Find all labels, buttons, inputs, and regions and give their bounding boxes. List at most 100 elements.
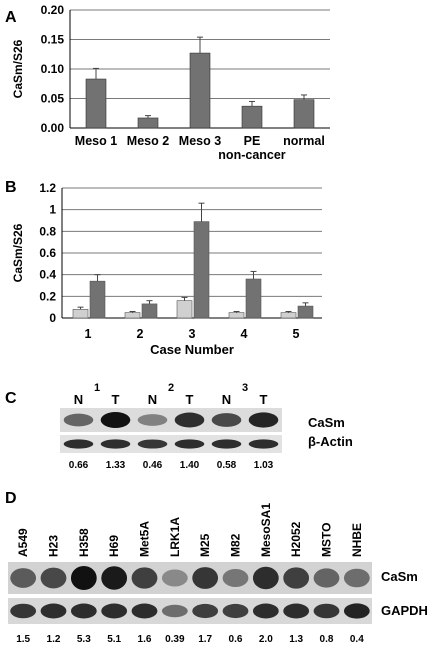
- y-tick-label: 0: [49, 311, 56, 325]
- cell-line-label: NHBE: [350, 523, 364, 557]
- y-axis-label: CaSm/S26: [11, 39, 25, 98]
- x-tick-label: 1: [85, 327, 92, 341]
- panel-label-c: C: [5, 390, 17, 407]
- bar: [189, 52, 211, 129]
- category-label: Meso 1: [75, 134, 117, 148]
- panel-label-d: D: [5, 490, 17, 507]
- lane-label: N: [148, 392, 157, 407]
- ratio-label: 1.5: [16, 634, 30, 645]
- actin-band: [211, 439, 242, 449]
- case-number: 1: [94, 382, 100, 394]
- casm-band: [161, 569, 188, 587]
- casm-band: [137, 414, 168, 426]
- bar: [193, 221, 210, 319]
- casm-band: [63, 413, 94, 427]
- category-label: non-cancer: [218, 148, 286, 162]
- x-tick-label: 4: [241, 327, 248, 341]
- western-blot-d: A549 1.5 H23 1.2 H358 5.3 H69 5.1 Met5A 1.6 LRK1A 0…: [8, 503, 428, 645]
- gapdh-band: [10, 603, 37, 619]
- western-blot-c: N 0.66 T 1.33 N 0.46 T 1.40 N 0.58 T 1.03 1 2 3 CaSm β-A…: [60, 382, 353, 471]
- bar: [141, 303, 158, 319]
- y-tick-label: 0.6: [39, 246, 56, 260]
- y-tick-label: 1: [49, 203, 56, 217]
- cell-line-label: H23: [47, 535, 61, 557]
- gapdh-band: [222, 603, 249, 619]
- chart-a: 0.00 0.05 0.10 0.15 0.20 CaSm/S26 Meso 1 Meso 2…: [11, 3, 330, 162]
- y-tick-label: 0.10: [41, 62, 65, 76]
- ratio-label: 1.6: [138, 634, 152, 645]
- casm-band: [222, 568, 249, 588]
- bar: [245, 278, 262, 319]
- actin-band: [248, 439, 279, 449]
- bar: [176, 300, 193, 319]
- panel-label-b: B: [5, 179, 17, 196]
- actin-band: [63, 439, 94, 449]
- lane-label: T: [186, 392, 194, 407]
- ratio-label: 1.03: [254, 460, 274, 471]
- lane-label: N: [74, 392, 83, 407]
- blot-strip-casm: [8, 562, 372, 594]
- panel-label-a: A: [5, 9, 17, 26]
- gapdh-band: [283, 603, 310, 619]
- y-tick-label: 0.15: [41, 33, 65, 47]
- casm-band: [131, 567, 158, 589]
- cell-line-label: H69: [107, 535, 121, 557]
- ratio-label: 2.0: [259, 634, 273, 645]
- gapdh-band: [161, 604, 188, 618]
- casm-band: [283, 567, 310, 589]
- casm-band: [252, 566, 279, 590]
- gapdh-band: [343, 603, 370, 619]
- blot-strip-gapdh: [8, 598, 372, 624]
- y-tick-label: 0.05: [41, 92, 65, 106]
- cell-line-label: MesoSA1: [259, 503, 273, 557]
- lane-label: N: [222, 392, 231, 407]
- gapdh-band: [252, 603, 279, 619]
- actin-band: [174, 439, 205, 449]
- bar: [280, 312, 297, 319]
- y-tick-label: 0.20: [41, 3, 65, 17]
- casm-band: [313, 568, 340, 588]
- cell-line-label: LRK1A: [168, 517, 182, 557]
- band-label-actin: β-Actin: [308, 434, 353, 449]
- gapdh-band: [192, 603, 219, 619]
- blot-strip-casm: [60, 408, 282, 432]
- cell-line-label: A549: [16, 528, 30, 557]
- lane-label: T: [260, 392, 268, 407]
- casm-band: [192, 567, 219, 589]
- bar: [89, 280, 106, 319]
- cell-line-label: M82: [229, 533, 243, 557]
- ratio-label: 0.58: [217, 460, 237, 471]
- bar: [137, 117, 159, 129]
- cell-line-label: H2052: [289, 521, 303, 557]
- ratio-label: 0.39: [165, 634, 185, 645]
- ratio-label: 1.33: [106, 460, 126, 471]
- band-label-gapdh: GAPDH: [381, 603, 428, 618]
- chart-b: 0 0.2 0.4 0.6 0.8 1 1.2 CaSm/S26 1 2 3 4 5 Case Numbe…: [11, 181, 322, 357]
- cell-line-label: M25: [198, 533, 212, 557]
- x-tick-label: 5: [293, 327, 300, 341]
- band-label-casm: CaSm: [308, 415, 345, 430]
- bar: [228, 312, 245, 319]
- gapdh-band: [70, 603, 97, 619]
- gapdh-band: [313, 603, 340, 619]
- ratio-label: 0.4: [350, 634, 364, 645]
- gapdh-band: [40, 603, 67, 619]
- x-tick-label: 2: [137, 327, 144, 341]
- casm-band: [10, 568, 37, 588]
- blot-strip-actin: [60, 435, 282, 453]
- casm-band: [248, 412, 279, 428]
- casm-band: [101, 566, 128, 590]
- cell-line-label: MSTO: [320, 523, 334, 557]
- ratio-label: 0.8: [320, 634, 334, 645]
- lane-label: T: [112, 392, 120, 407]
- category-label: normal: [283, 134, 325, 148]
- ratio-label: 1.7: [198, 634, 212, 645]
- case-number: 3: [242, 382, 248, 394]
- gapdh-band: [101, 603, 128, 619]
- case-number: 2: [168, 382, 174, 394]
- y-tick-label: 0.4: [39, 268, 56, 282]
- y-tick-label: 0.2: [39, 289, 56, 303]
- y-tick-label: 1.2: [39, 181, 56, 195]
- casm-band: [100, 412, 131, 428]
